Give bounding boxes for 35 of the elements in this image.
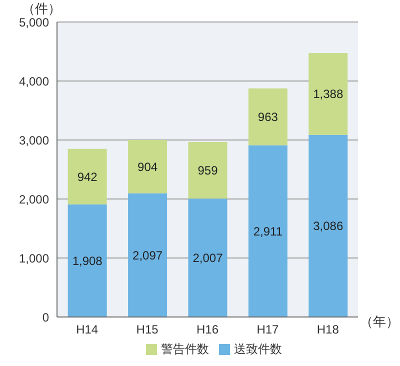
bar	[188, 198, 228, 317]
x-tick-label: H16	[196, 322, 219, 337]
bar	[128, 193, 168, 317]
bar	[308, 53, 348, 135]
y-tick-label: 0	[42, 310, 50, 324]
data-label: 1,908	[72, 254, 103, 268]
bar	[248, 88, 288, 146]
data-label: 904	[138, 160, 158, 174]
data-label: 963	[258, 110, 278, 124]
bar	[68, 148, 107, 204]
legend-label: 送致件数	[234, 342, 282, 356]
bar	[128, 140, 168, 194]
y-tick-label: 5,000	[18, 15, 50, 30]
y-tick-label: 2,000	[18, 192, 50, 206]
data-label: 2,097	[132, 248, 163, 262]
bar	[188, 142, 228, 199]
data-label: 959	[198, 164, 218, 178]
x-axis-title: （年）	[360, 313, 399, 331]
x-tick-label: H14	[76, 322, 98, 337]
y-tick-label: 3,000	[18, 133, 50, 148]
x-tick-label: H17	[256, 322, 280, 337]
x-tick-label: H15	[136, 322, 159, 337]
y-tick-label: 1,000	[18, 251, 50, 266]
data-label: 2,007	[192, 251, 224, 266]
bar	[248, 145, 288, 317]
y-tick-label: 4,000	[18, 74, 50, 88]
data-label: 2,911	[253, 224, 283, 238]
bar	[308, 134, 348, 317]
x-tick-label: H18	[316, 322, 340, 337]
data-label: 1,388	[313, 87, 344, 102]
y-axis-title: （件）	[22, 0, 61, 18]
data-label: 942	[77, 170, 98, 184]
legend-label: 警告件数	[161, 342, 209, 356]
bar	[68, 204, 107, 317]
data-label: 3,086	[313, 219, 344, 234]
